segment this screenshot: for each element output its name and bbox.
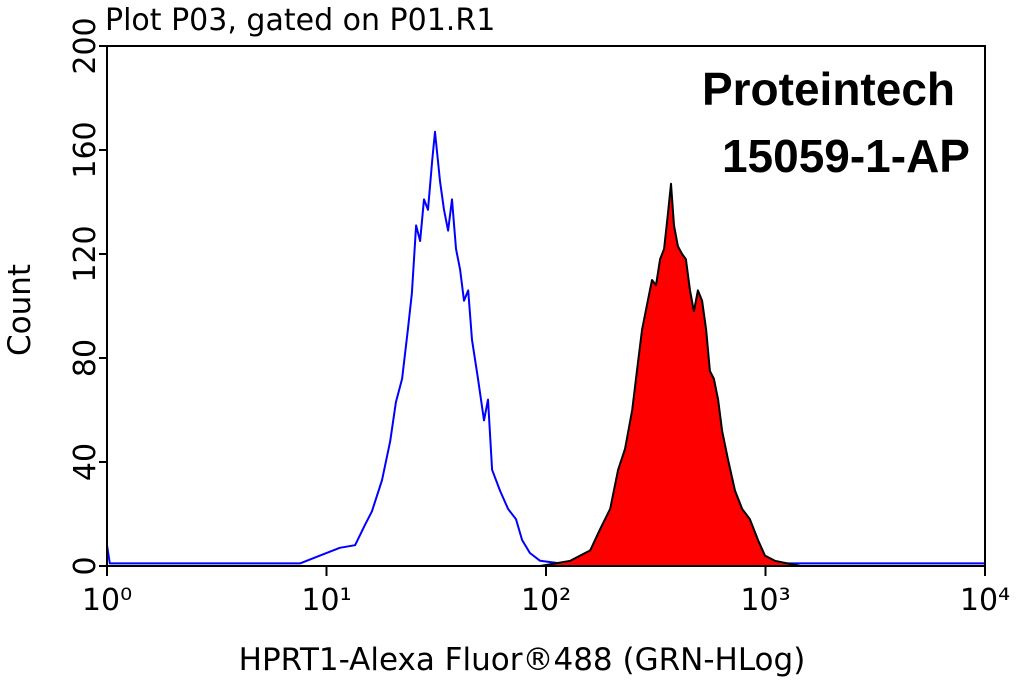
plot-area xyxy=(106,130,985,567)
annotation: 15059-1-AP xyxy=(722,130,970,182)
y-tick-label: 80 xyxy=(68,339,103,377)
y-tick-label: 40 xyxy=(68,443,103,481)
y-tick-label: 120 xyxy=(68,225,103,282)
x-tick-label: 10⁰ xyxy=(82,583,132,618)
histogram-line xyxy=(106,130,985,565)
x-tick-label: 10³ xyxy=(740,583,790,618)
x-tick-label: 10⁴ xyxy=(960,583,1010,618)
x-tick-label: 10² xyxy=(521,583,571,618)
y-tick-label: 160 xyxy=(68,121,103,178)
histogram-area xyxy=(539,182,801,567)
y-tick-label: 200 xyxy=(68,17,103,74)
y-tick-label: 0 xyxy=(68,556,103,575)
plot-frame xyxy=(106,45,986,567)
x-axis-label: HPRT1-Alexa Fluor®488 (GRN-HLog) xyxy=(239,642,806,678)
y-axis-label: Count xyxy=(2,264,38,356)
x-tick-label: 10¹ xyxy=(301,583,351,618)
chart-title: Plot P03, gated on P01.R1 xyxy=(105,3,495,38)
annotation: Proteintech xyxy=(702,63,955,115)
